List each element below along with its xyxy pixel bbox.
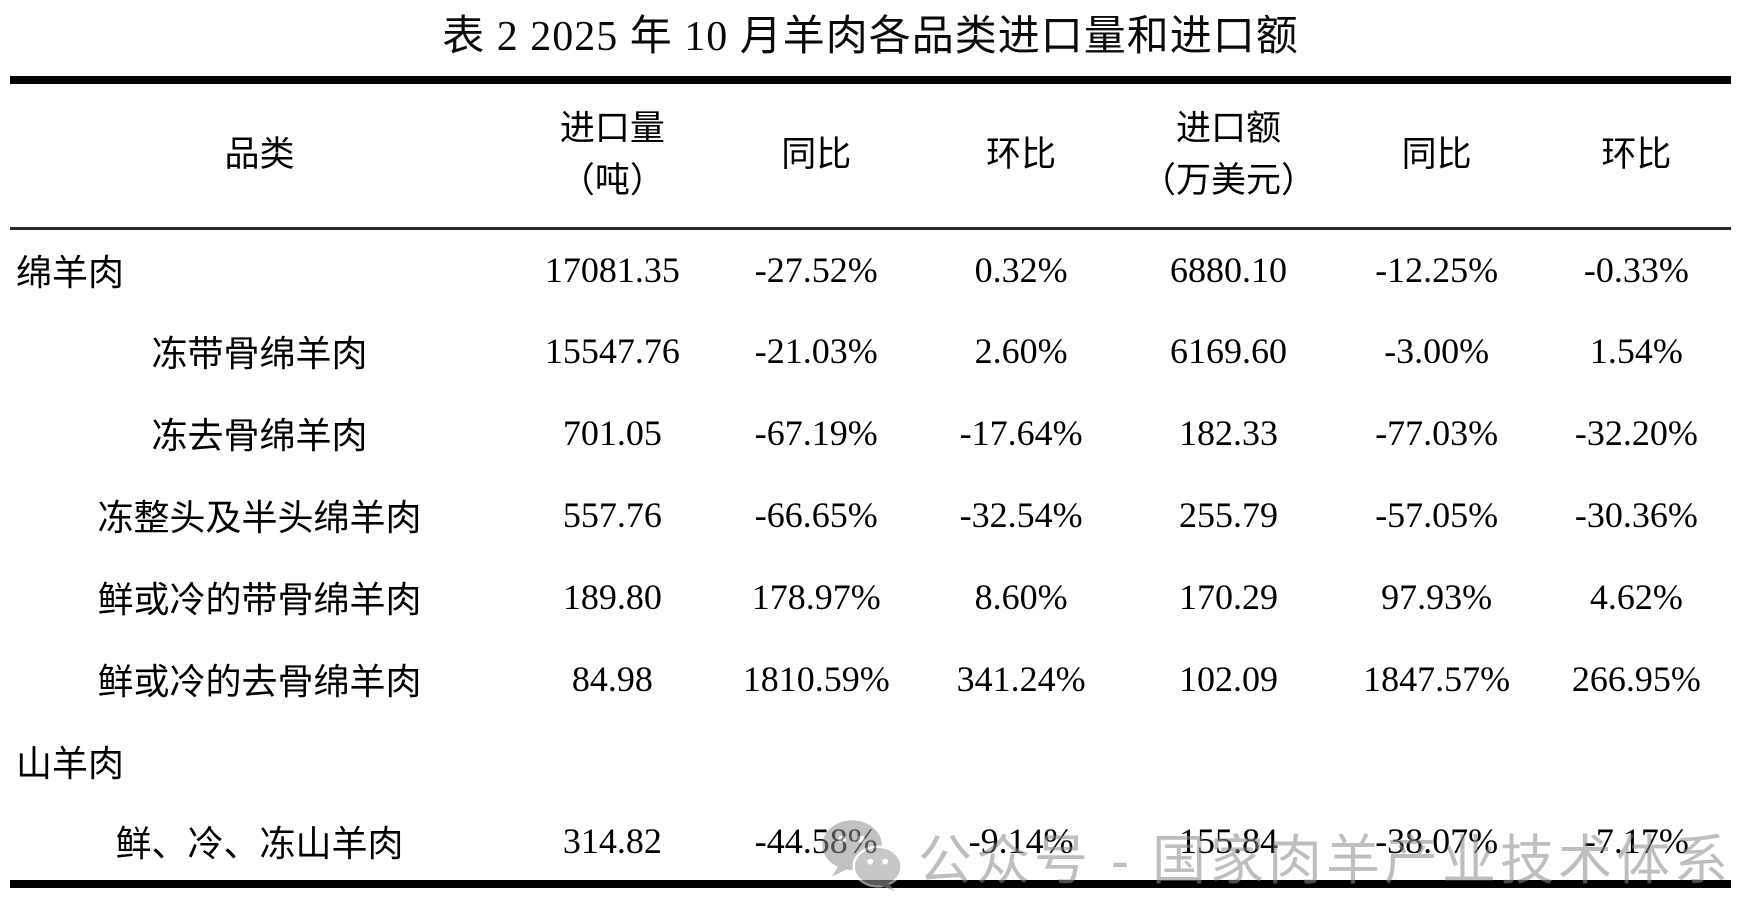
cell-category: 冻整头及半头绵羊肉 (97, 498, 422, 538)
cell-volume-mom: 2.60% (974, 331, 1068, 371)
cell-value: 182.33 (1178, 413, 1278, 453)
cell-category: 冻去骨绵羊肉 (151, 416, 368, 456)
cell-volume: 701.05 (562, 413, 662, 453)
cell-volume: 17081.35 (544, 249, 680, 290)
cell-value-yoy: -38.07% (1375, 821, 1499, 861)
cell-volume-yoy: -21.03% (754, 331, 878, 371)
cell-value-yoy (1332, 720, 1542, 802)
cell-volume-mom: 0.32% (974, 249, 1068, 290)
cell-value-mom: -0.33% (1583, 249, 1689, 290)
cell-value: 255.79 (1178, 495, 1278, 535)
cell-category: 山羊肉 (16, 744, 125, 784)
cell-category: 鲜或冷的带骨绵羊肉 (97, 580, 422, 620)
table-row: 鲜、冷、冻山羊肉 314.82 -44.58% -9.14% 155.84 -3… (10, 802, 1731, 884)
cell-volume-yoy: -44.58% (754, 821, 878, 861)
header-row: 品类 进口量 （吨） 同比 环比 进口额 （万美元） 同比 环比 (10, 80, 1731, 230)
cell-value: 102.09 (1178, 659, 1278, 699)
header-value-mom: 环比 (1541, 80, 1731, 230)
header-volume-yoy: 同比 (715, 80, 917, 230)
cell-volume (509, 720, 716, 802)
cell-volume: 189.80 (562, 577, 662, 617)
cell-volume-mom: -32.54% (959, 495, 1083, 535)
import-table: 品类 进口量 （吨） 同比 环比 进口额 （万美元） 同比 环比 绵羊肉 170… (10, 76, 1731, 888)
table-header: 品类 进口量 （吨） 同比 环比 进口额 （万美元） 同比 环比 (10, 80, 1731, 230)
cell-volume-yoy: -67.19% (754, 413, 878, 453)
table-row: 鲜或冷的带骨绵羊肉 189.80 178.97% 8.60% 170.29 97… (10, 556, 1731, 638)
header-import-volume: 进口量 （吨） (509, 80, 716, 230)
cell-value-yoy: 1847.57% (1363, 659, 1511, 699)
header-category: 品类 (10, 80, 510, 230)
cell-value-yoy: 97.93% (1381, 577, 1493, 617)
header-import-value: 进口额 （万美元） (1125, 80, 1332, 230)
table-body: 绵羊肉 17081.35 -27.52% 0.32% 6880.10 -12.2… (10, 228, 1731, 884)
table-row: 绵羊肉 17081.35 -27.52% 0.32% 6880.10 -12.2… (10, 228, 1731, 310)
cell-volume-mom: 341.24% (956, 659, 1086, 699)
cell-value-yoy: -57.05% (1375, 495, 1499, 535)
cell-value-mom: -32.20% (1574, 413, 1698, 453)
cell-volume-yoy: -66.65% (754, 495, 878, 535)
cell-value-mom: 4.62% (1589, 577, 1683, 617)
cell-value-mom: -30.36% (1574, 495, 1698, 535)
cell-value-mom: -7.17% (1583, 821, 1689, 861)
cell-volume-mom: -9.14% (968, 821, 1074, 861)
cell-volume-mom: 8.60% (974, 577, 1068, 617)
cell-volume: 557.76 (562, 495, 662, 535)
cell-volume-yoy: -27.52% (754, 249, 878, 290)
cell-volume-mom (917, 720, 1125, 802)
cell-value: 155.84 (1178, 821, 1278, 861)
cell-value: 170.29 (1178, 577, 1278, 617)
cell-volume-yoy (716, 720, 917, 802)
cell-category: 绵羊肉 (16, 252, 125, 293)
cell-category: 鲜、冷、冻山羊肉 (115, 824, 404, 864)
cell-value: 6880.10 (1169, 249, 1287, 290)
cell-value-mom: 266.95% (1571, 659, 1701, 699)
table-title: 表 2 2025 年 10 月羊肉各品类进口量和进口额 (442, 14, 1299, 60)
cell-volume: 84.98 (571, 659, 653, 699)
header-volume-mom: 环比 (916, 80, 1126, 230)
cell-value-yoy: -77.03% (1375, 413, 1499, 453)
table-row: 冻去骨绵羊肉 701.05 -67.19% -17.64% 182.33 -77… (10, 392, 1731, 474)
table-row: 冻整头及半头绵羊肉 557.76 -66.65% -32.54% 255.79 … (10, 474, 1731, 556)
table-row: 山羊肉 (10, 720, 1731, 802)
cell-category: 冻带骨绵羊肉 (151, 334, 368, 374)
cell-volume: 314.82 (562, 821, 662, 861)
cell-value (1125, 720, 1332, 802)
cell-value: 6169.60 (1169, 331, 1287, 371)
cell-value-yoy: -12.25% (1375, 249, 1499, 290)
cell-volume-mom: -17.64% (959, 413, 1083, 453)
cell-value-mom (1542, 720, 1731, 802)
header-value-yoy: 同比 (1331, 80, 1542, 230)
table-row: 冻带骨绵羊肉 15547.76 -21.03% 2.60% 6169.60 -3… (10, 310, 1731, 392)
cell-value-yoy: -3.00% (1384, 331, 1490, 371)
table-row: 鲜或冷的去骨绵羊肉 84.98 1810.59% 341.24% 102.09 … (10, 638, 1731, 720)
cell-volume: 15547.76 (544, 331, 680, 371)
cell-volume-yoy: 178.97% (751, 577, 881, 617)
cell-volume-yoy: 1810.59% (742, 659, 890, 699)
cell-category: 鲜或冷的去骨绵羊肉 (97, 662, 422, 702)
cell-value-mom: 1.54% (1589, 331, 1683, 371)
